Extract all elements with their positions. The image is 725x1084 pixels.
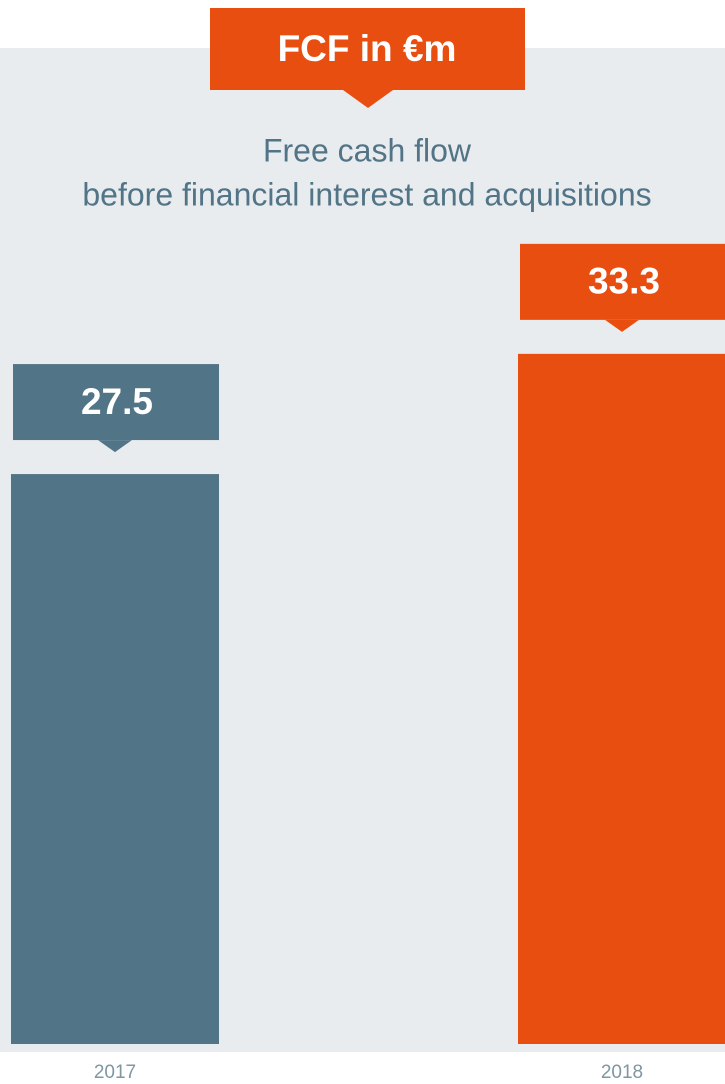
value-label: 33.3 (588, 261, 660, 302)
value-label: 27.5 (81, 381, 153, 422)
value-label-box (520, 243, 725, 320)
value-label-pointer (98, 440, 132, 453)
title-box (210, 8, 525, 90)
subtitle: Free cash flow (263, 132, 472, 168)
bar (11, 474, 219, 1044)
chart-title: FCF in €m (278, 28, 457, 69)
value-label-pointer (605, 319, 639, 332)
x-tick-label: 2018 (601, 1062, 643, 1083)
value-label-box (13, 364, 219, 441)
x-tick-label: 2017 (94, 1062, 136, 1083)
title-pointer (343, 90, 393, 108)
bar (518, 353, 725, 1044)
subtitle: before financial interest and acquisitio… (82, 176, 651, 212)
